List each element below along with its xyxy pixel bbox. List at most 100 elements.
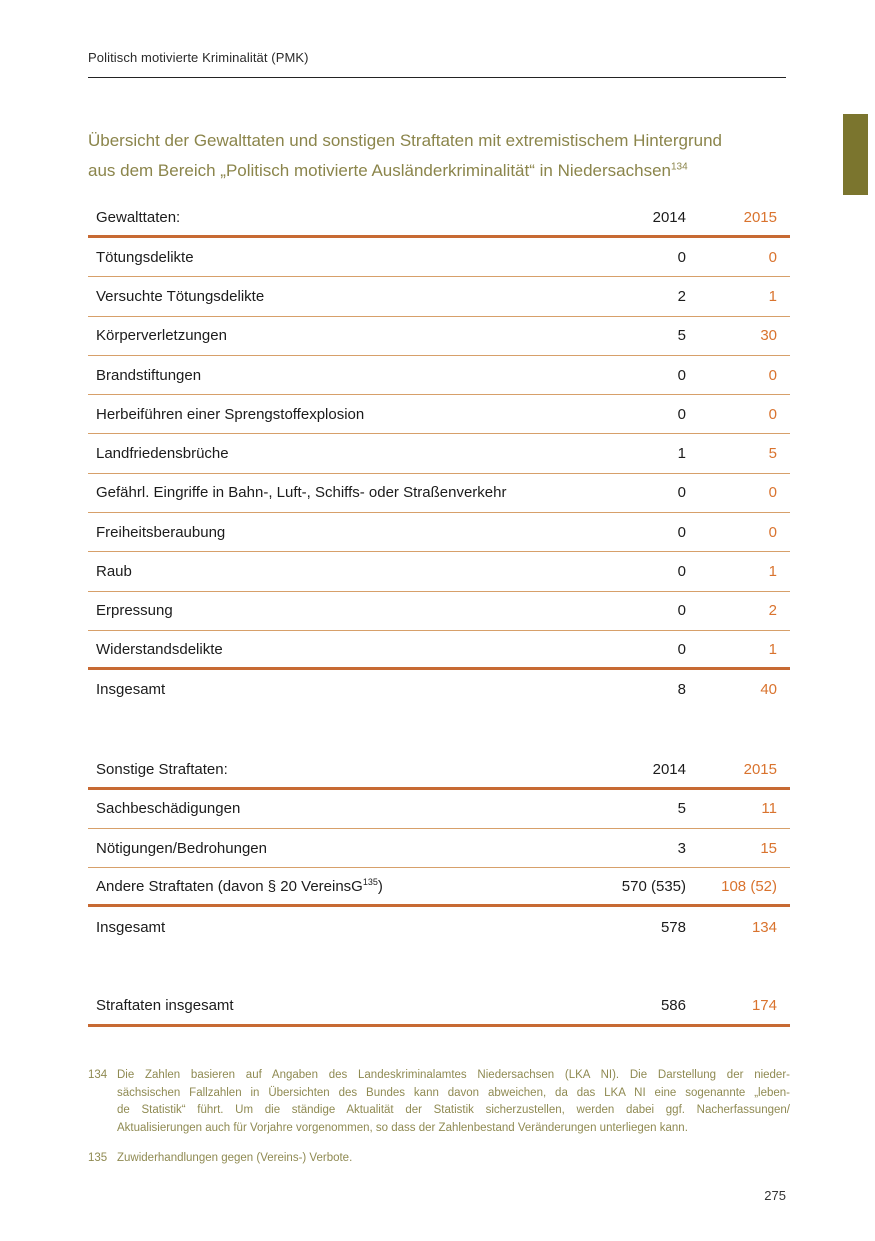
- value-2015: 30: [760, 327, 777, 345]
- row-label: Straftaten insgesamt: [96, 997, 234, 1015]
- row-label: Erpressung: [96, 602, 173, 620]
- row-label: Versuchte Tötungsdelikte: [96, 287, 265, 305]
- value-2015: 11: [761, 800, 777, 818]
- table-row: Körperverletzungen 5 30: [88, 317, 790, 356]
- footnote-line: Die Zahlen basieren auf Angaben des Land…: [117, 1069, 790, 1081]
- row-label: Sachbeschädigungen: [96, 800, 241, 818]
- footnote-text: Zuwiderhandlungen gegen (Vereins-) Verbo…: [117, 1150, 790, 1168]
- row-label: Andere Straftaten (davon § 20 VereinsG13…: [96, 876, 383, 895]
- table-row: Raub 0 1: [88, 552, 790, 592]
- table-section-label: Gewalttaten:: [96, 209, 181, 226]
- footnote: 135 Zuwiderhandlungen gegen (Vereins-) Ve…: [88, 1150, 790, 1168]
- tables-container: Gewalttaten: 2014 2015 Tötungsdelikte 0 0 Vers…: [88, 200, 790, 1028]
- value-2014: 578: [660, 918, 686, 936]
- value-2015: 0: [768, 366, 777, 384]
- table-row: Insgesamt 578 134: [88, 907, 790, 946]
- title-line-1: Übersicht der Gewalttaten und sonstigen …: [88, 131, 723, 150]
- value-2015: 15: [760, 839, 777, 857]
- column-header-2014: 2014: [652, 760, 686, 778]
- row-label: Freiheitsberaubung: [96, 523, 226, 541]
- column-header-2014: 2014: [652, 209, 686, 226]
- table-row: Insgesamt 8 40: [88, 670, 790, 709]
- table-row: Widerstandsdelikte 0 1: [88, 631, 790, 671]
- table-row: Straftaten insgesamt 586 174: [88, 988, 790, 1028]
- table-row: Brandstiftungen 0 0: [88, 356, 790, 396]
- value-2014: 0: [677, 405, 686, 423]
- value-2015: 5: [768, 445, 777, 463]
- row-label: Brandstiftungen: [96, 366, 202, 384]
- row-label: Tötungsdelikte: [96, 248, 194, 266]
- value-2015: 0: [768, 405, 777, 423]
- value-2015: 0: [768, 484, 777, 502]
- row-label: Landfriedensbrüche: [96, 445, 229, 463]
- table-row: Herbeiführen einer Sprengstoffexplosion 0…: [88, 395, 790, 435]
- page-title: Übersicht der Gewalttaten und sonstigen …: [88, 126, 802, 186]
- value-2014: 1: [677, 445, 686, 463]
- value-2015: 40: [760, 681, 777, 699]
- page-number: 275: [764, 1188, 786, 1203]
- value-2014: 0: [677, 366, 686, 384]
- value-2014: 586: [660, 997, 686, 1015]
- data-table: Gewalttaten: 2014 2015 Tötungsdelikte 0 0 Vers…: [88, 200, 790, 710]
- table-row: Andere Straftaten (davon § 20 VereinsG13…: [88, 868, 790, 908]
- row-label: Insgesamt: [96, 681, 166, 699]
- footnote-line: de Statistik“ führt. Um die ständige Akt…: [117, 1104, 790, 1116]
- running-header: Politisch motivierte Kriminalität (PMK): [88, 50, 309, 65]
- footnote-line: Aktualisierungen auch für Vorjahre vorge…: [117, 1121, 688, 1134]
- value-2014: 8: [677, 681, 686, 699]
- value-2014: 570 (535): [621, 877, 686, 895]
- row-label: Nötigungen/Bedrohungen: [96, 839, 267, 857]
- footnote: 134 Die Zahlen basieren auf Angaben des L…: [88, 1067, 790, 1137]
- table-row: Landfriedensbrüche 1 5: [88, 434, 790, 474]
- value-2015: 0: [768, 248, 777, 266]
- table-row: Erpressung 0 2: [88, 592, 790, 631]
- value-2015: 174: [751, 997, 777, 1015]
- chapter-tab: [843, 114, 868, 195]
- row-label: Herbeiführen einer Sprengstoffexplosion: [96, 405, 365, 423]
- footnote-text: Die Zahlen basieren auf Angaben des Land…: [117, 1067, 790, 1137]
- value-2014: 0: [677, 602, 686, 620]
- row-label: Körperverletzungen: [96, 327, 227, 345]
- data-table: Sonstige Straftaten: 2014 2015 Sachbeschädi…: [88, 752, 790, 947]
- value-2014: 5: [677, 800, 686, 818]
- table-row: Tötungsdelikte 0 0: [88, 238, 790, 278]
- table-row: Nötigungen/Bedrohungen 3 15: [88, 829, 790, 869]
- table-row: Freiheitsberaubung 0 0: [88, 513, 790, 553]
- footnotes: 134 Die Zahlen basieren auf Angaben des L…: [88, 1067, 790, 1168]
- value-2014: 0: [677, 640, 686, 658]
- value-2014: 2: [677, 287, 686, 305]
- value-2014: 5: [677, 327, 686, 345]
- title-footnote-ref: 134: [670, 161, 688, 173]
- value-2014: 3: [677, 839, 686, 857]
- column-header-2015: 2015: [743, 760, 777, 778]
- footnote-number: 134: [88, 1069, 108, 1081]
- row-label: Gefährl. Eingriffe in Bahn-, Luft-, Schi…: [96, 484, 507, 502]
- value-2014: 0: [677, 248, 686, 266]
- footnote-line: sächsischen Fallzahlen in Übersichten de…: [117, 1086, 790, 1099]
- value-2015: 108 (52): [721, 877, 777, 895]
- footnote-ref: 135: [362, 876, 378, 887]
- row-label: Insgesamt: [96, 918, 166, 936]
- value-2015: 134: [751, 918, 777, 936]
- table-section-label: Sonstige Straftaten:: [96, 760, 228, 778]
- header-rule: [88, 77, 786, 78]
- table-header-row: Gewalttaten: 2014 2015: [88, 200, 790, 238]
- value-2014: 0: [677, 523, 686, 541]
- value-2014: 0: [677, 484, 686, 502]
- value-2015: 1: [768, 640, 777, 658]
- data-table: Straftaten insgesamt 586 174: [88, 988, 790, 1028]
- title-line-2: aus dem Bereich „Politisch motivierte Au…: [88, 156, 802, 186]
- table-header-row: Sonstige Straftaten: 2014 2015: [88, 752, 790, 790]
- value-2015: 2: [768, 602, 777, 620]
- column-header-2015: 2015: [743, 209, 777, 226]
- title-line-2-text: aus dem Bereich „Politisch motivierte Au…: [88, 161, 671, 180]
- footnote-number: 135: [88, 1152, 108, 1164]
- value-2015: 1: [768, 287, 777, 305]
- value-2015: 0: [768, 523, 777, 541]
- value-2015: 1: [768, 563, 777, 581]
- row-label: Widerstandsdelikte: [96, 640, 223, 658]
- table-row: Gefährl. Eingriffe in Bahn-, Luft-, Schi…: [88, 474, 790, 514]
- row-label: Raub: [96, 563, 132, 581]
- table-row: Sachbeschädigungen 5 11: [88, 790, 790, 829]
